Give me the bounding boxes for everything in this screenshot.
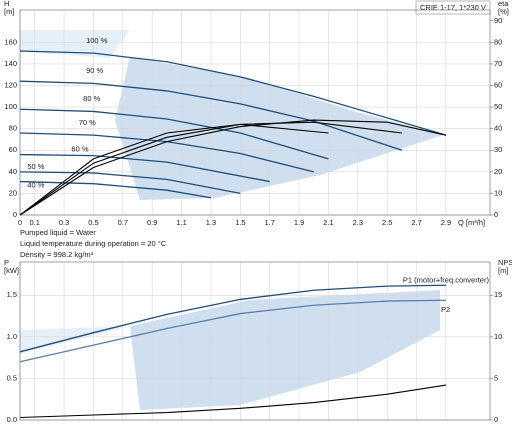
y2-tick-label: 10	[494, 188, 502, 197]
curve-label: 100 %	[86, 36, 108, 45]
x-tick-label: 0.9	[147, 218, 157, 227]
x-tick-label: 0	[18, 218, 22, 227]
y2-tick-label: 80	[494, 37, 502, 46]
y-tick-label: 40	[9, 167, 17, 176]
x-tick-label: 0.1	[29, 218, 39, 227]
y-tick-label: 100	[4, 102, 17, 111]
y2-axis-unit: [%]	[498, 7, 509, 16]
note: Liquid temperature during operation = 20…	[20, 239, 167, 248]
x-tick-label: 0.3	[59, 218, 69, 227]
y-axis-unit: [m]	[4, 7, 14, 16]
y-tick-label: 20	[9, 188, 17, 197]
y2-tick-label: 0	[494, 210, 498, 219]
y-axis-label: P	[4, 258, 9, 267]
x-tick-label: 1.1	[176, 218, 186, 227]
x-tick-label: 2.3	[353, 218, 363, 227]
curve-label: P2	[441, 305, 450, 314]
x-tick-label: 1.9	[294, 218, 304, 227]
annotation: CRIE 1-17, 1*230 V	[420, 3, 486, 12]
y2-tick-label: 40	[494, 124, 502, 133]
x-tick-label: 2.9	[441, 218, 451, 227]
annotation-box	[415, 0, 491, 15]
y-tick-label: 0.5	[7, 373, 17, 382]
curve	[19, 153, 270, 183]
x-tick-label: 1.5	[235, 218, 245, 227]
curve	[19, 384, 447, 419]
curve-label: 50 %	[27, 162, 44, 171]
y-tick-label: 60	[9, 145, 17, 154]
y-tick-label: 0.0	[7, 415, 17, 424]
x-tick-label: 2.7	[411, 218, 421, 227]
curve	[19, 121, 402, 216]
curve-label: 80 %	[83, 94, 100, 103]
plot-frame	[19, 261, 491, 421]
y-tick-label: 1.0	[7, 332, 17, 341]
y-axis-label: H	[4, 0, 9, 8]
curve	[19, 171, 241, 195]
y2-tick-label: 0	[494, 415, 498, 424]
shaded-area	[20, 30, 130, 58]
curve	[19, 50, 447, 136]
curve	[19, 284, 446, 353]
y2-tick-label: 50	[494, 102, 502, 111]
curve	[19, 80, 403, 151]
y2-axis-label: eta	[498, 0, 509, 8]
note: Density = 998.2 kg/m³	[20, 250, 94, 259]
y2-axis-label: NPSH	[498, 258, 512, 267]
plot-frame	[19, 9, 491, 216]
y2-tick-label: 70	[494, 59, 502, 68]
curve-label: 70 %	[79, 118, 96, 127]
curve	[19, 119, 447, 216]
x-tick-label: 2.5	[382, 218, 392, 227]
curve	[19, 180, 212, 199]
y2-tick-label: 90	[494, 16, 502, 25]
y-tick-label: 160	[4, 37, 17, 46]
curve-label: P1 (motor+freq.converter)	[403, 275, 490, 284]
y-tick-label: 120	[4, 81, 17, 90]
curve	[19, 108, 329, 160]
y-axis-unit: [kW]	[4, 266, 19, 275]
y2-tick-label: 5	[494, 373, 498, 382]
y-tick-label: 0	[13, 210, 17, 219]
curve-label: 40 %	[27, 181, 44, 190]
y2-tick-label: 30	[494, 145, 502, 154]
curve-label: 60 %	[71, 145, 88, 154]
x-tick-label: 2.1	[323, 218, 333, 227]
shaded-area	[20, 326, 130, 354]
note: Pumped liquid = Water	[20, 228, 96, 237]
y2-tick-label: 15	[494, 290, 502, 299]
y2-tick-label: 10	[494, 332, 502, 341]
curve	[19, 123, 329, 216]
curve-label: 90 %	[86, 66, 103, 75]
x-tick-label: 1.7	[264, 218, 274, 227]
x-axis-label: Q [m³/h]	[458, 218, 485, 227]
y2-tick-label: 20	[494, 167, 502, 176]
x-tick-label: 0.7	[118, 218, 128, 227]
y2-axis-unit: [m]	[498, 266, 508, 275]
y-tick-label: 1.5	[7, 290, 17, 299]
x-tick-label: 0.5	[88, 218, 98, 227]
x-tick-label: 1.3	[206, 218, 216, 227]
y2-tick-label: 60	[494, 81, 502, 90]
y-tick-label: 80	[9, 124, 17, 133]
y-tick-label: 140	[4, 59, 17, 68]
curve	[19, 299, 446, 363]
